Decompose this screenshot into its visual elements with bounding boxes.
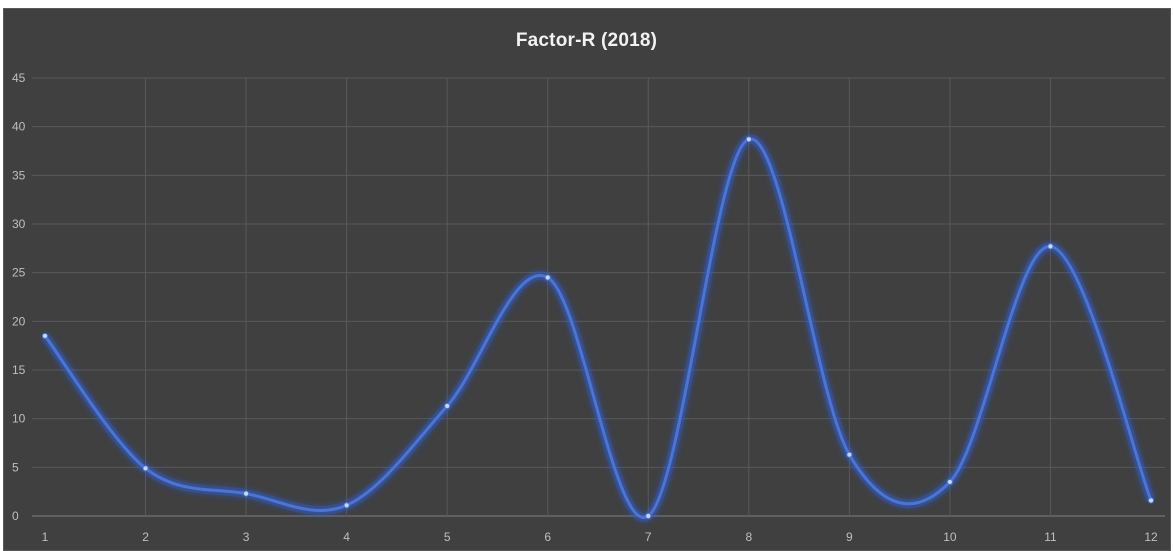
- x-tick-label: 2: [142, 530, 149, 544]
- x-tick-label: 9: [846, 530, 853, 544]
- y-tick-label: 20: [12, 314, 26, 328]
- y-tick-label: 0: [12, 509, 19, 523]
- x-tick-label: 11: [1044, 530, 1057, 544]
- x-tick-label: 3: [243, 530, 250, 544]
- data-point: [242, 490, 250, 497]
- data-point: [544, 274, 551, 281]
- y-axis-ticks: 0 5 10 15 20 25 30 35 40 45: [12, 71, 26, 523]
- data-point: [846, 451, 853, 458]
- data-point: [745, 136, 752, 143]
- y-tick-label: 10: [12, 412, 26, 426]
- x-tick-label: 8: [745, 530, 752, 544]
- data-point: [645, 512, 652, 520]
- y-tick-label: 35: [12, 168, 26, 182]
- x-tick-label: 4: [343, 530, 350, 544]
- data-point: [142, 465, 149, 472]
- data-point: [343, 502, 350, 509]
- x-tick-label: 10: [943, 530, 957, 544]
- data-point: [41, 332, 49, 340]
- chart-area: [3, 8, 1171, 551]
- x-tick-label: 1: [42, 530, 49, 544]
- data-point: [946, 478, 954, 486]
- series-line-glow: [41, 134, 1156, 522]
- x-tick-label: 12: [1144, 530, 1158, 544]
- y-tick-label: 25: [12, 266, 26, 280]
- data-point: [1147, 497, 1155, 504]
- y-tick-label: 15: [12, 363, 26, 377]
- x-tick-label: 7: [645, 530, 652, 544]
- x-tick-label: 5: [444, 530, 451, 544]
- series-layer: [41, 134, 1156, 522]
- y-tick-label: 30: [12, 217, 26, 231]
- data-point: [444, 402, 451, 410]
- y-tick-label: 45: [12, 71, 26, 85]
- x-axis-ticks: 1 2 3 4 5 6 7 8 9 10 11 12: [42, 530, 1158, 544]
- y-tick-label: 5: [12, 460, 19, 474]
- x-tick-label: 6: [544, 530, 551, 544]
- y-tick-label: 40: [12, 120, 26, 134]
- data-point: [1047, 243, 1054, 250]
- chart-title: Factor-R (2018): [515, 30, 658, 51]
- series-line: [43, 137, 1153, 519]
- gridlines: [32, 77, 1165, 517]
